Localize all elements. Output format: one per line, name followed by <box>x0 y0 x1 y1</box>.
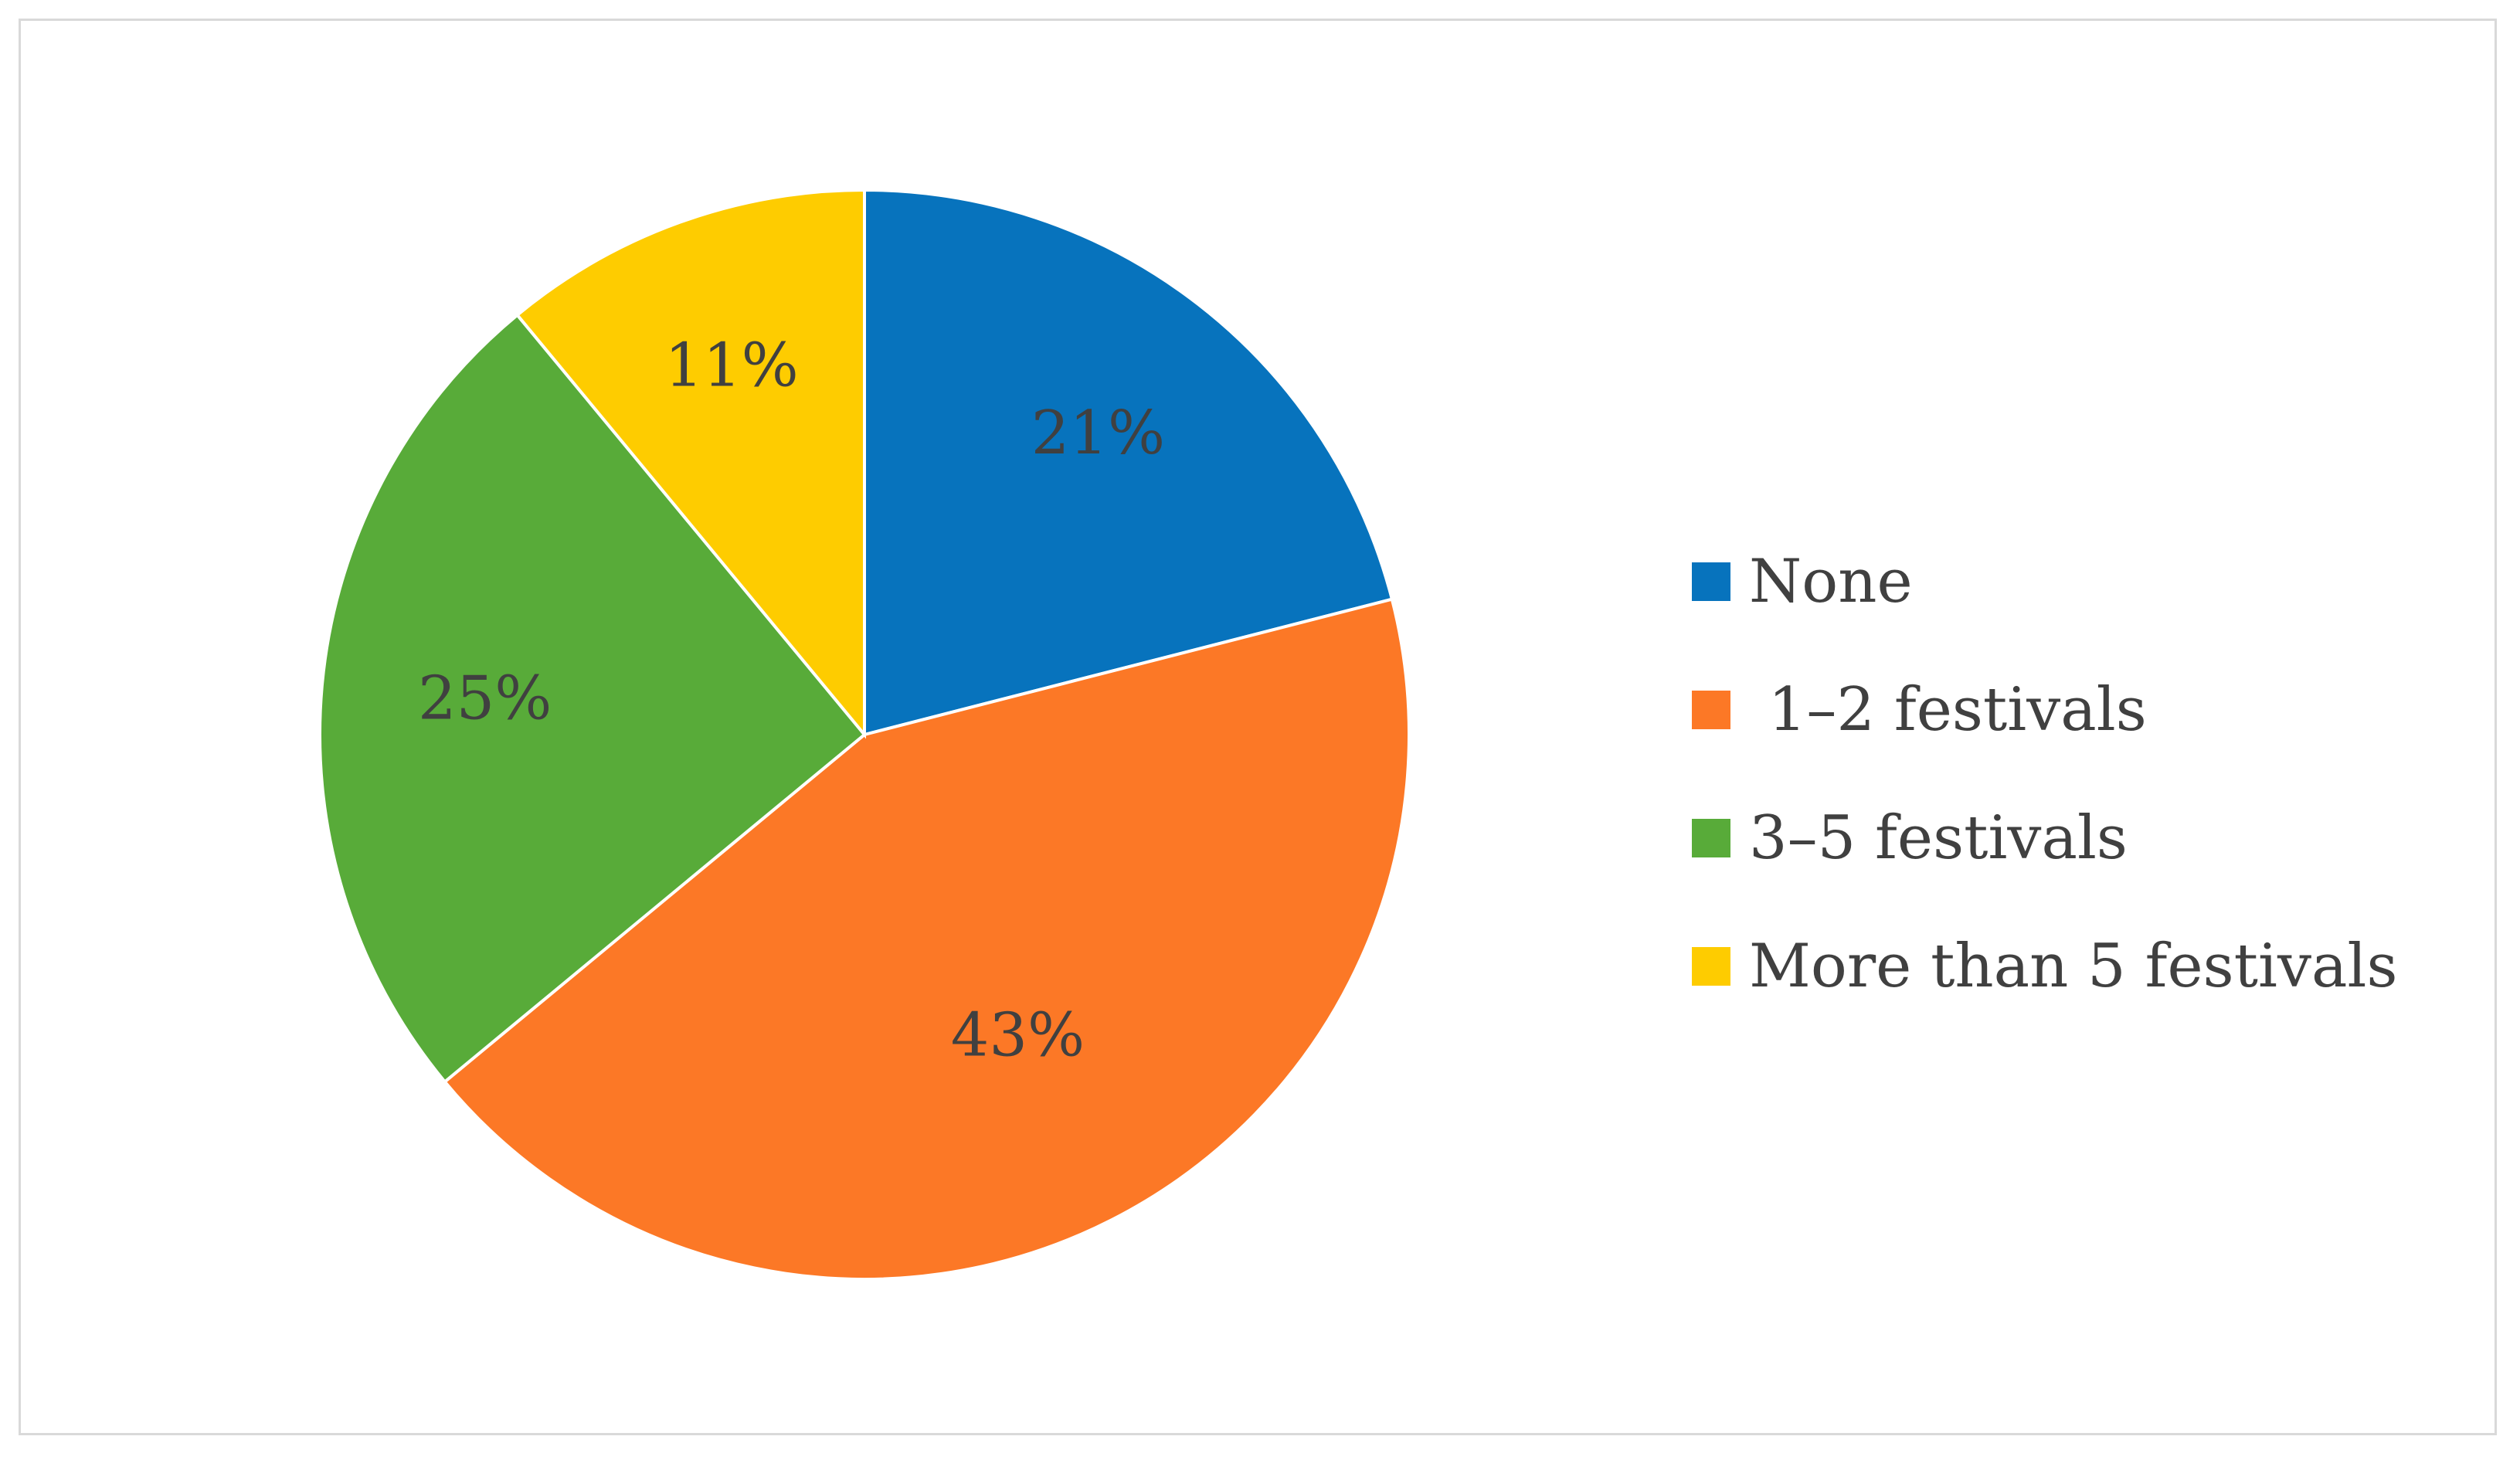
pie-slices <box>318 188 1411 1281</box>
legend-item-more-than-5-festivals: More than 5 festivals <box>1692 902 2464 1030</box>
data-label-3-5-festivals: 25% <box>418 664 552 734</box>
pie-slice-more-than-5-festivals <box>515 188 866 739</box>
data-label-1-2-festivals: 43% <box>951 1000 1085 1070</box>
legend-swatch-none <box>1692 562 1730 601</box>
chart-frame <box>19 19 2497 1435</box>
pie-data-labels: 21% 43% 25% 11% <box>418 331 1165 1070</box>
legend-label-3-5-festivals: 3–5 festivals <box>1749 803 2128 873</box>
legend-swatch-more-than-5-festivals <box>1692 947 1730 986</box>
pie-slice-none <box>863 188 1394 737</box>
legend-swatch-1-2-festivals <box>1692 691 1730 729</box>
legend-item-3-5-festivals: 3–5 festivals <box>1692 774 2464 902</box>
pie-slice-3-5-festivals <box>318 312 867 1085</box>
chart-legend: None 1–2 festivals 3–5 festivals More than… <box>1692 518 2464 1030</box>
pie-slice-1-2-festivals <box>442 597 1411 1281</box>
legend-label-more-than-5-festivals: More than 5 festivals <box>1749 932 2398 1001</box>
legend-item-none: None <box>1692 518 2464 646</box>
legend-item-1-2-festivals: 1–2 festivals <box>1692 646 2464 774</box>
legend-label-1-2-festivals: 1–2 festivals <box>1749 675 2147 745</box>
legend-swatch-3-5-festivals <box>1692 819 1730 857</box>
data-label-none: 21% <box>1031 399 1165 468</box>
legend-label-none: None <box>1749 547 1913 616</box>
data-label-more-than-5-festivals: 11% <box>664 331 798 400</box>
